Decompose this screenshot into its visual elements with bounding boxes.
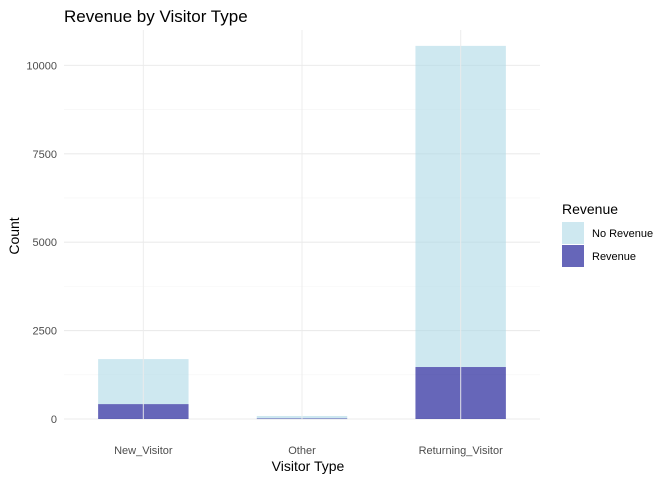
- legend-label: Revenue: [592, 251, 636, 263]
- y-tick-label: 2500: [33, 326, 57, 338]
- y-tick-label: 0: [51, 414, 57, 426]
- x-tick-label: New_Visitor: [114, 445, 173, 457]
- x-axis-title: Visitor Type: [272, 458, 345, 474]
- y-tick-labels: 0 2500 5000 7500 10000: [26, 60, 57, 426]
- x-tick-label: Other: [288, 445, 316, 457]
- x-tick-labels: New_Visitor Other Returning_Visitor: [114, 445, 503, 457]
- legend-title: Revenue: [562, 201, 618, 217]
- legend-key-no-revenue: [562, 222, 584, 244]
- legend-key-revenue: [562, 245, 584, 267]
- legend: Revenue No Revenue Revenue: [562, 201, 653, 267]
- y-tick-label: 7500: [33, 149, 57, 161]
- y-axis-title: Count: [6, 217, 22, 254]
- chart-title: Revenue by Visitor Type: [64, 7, 248, 26]
- x-tick-label: Returning_Visitor: [419, 445, 504, 457]
- y-tick-label: 10000: [26, 60, 57, 72]
- y-tick-label: 5000: [33, 237, 57, 249]
- legend-label: No Revenue: [592, 228, 653, 240]
